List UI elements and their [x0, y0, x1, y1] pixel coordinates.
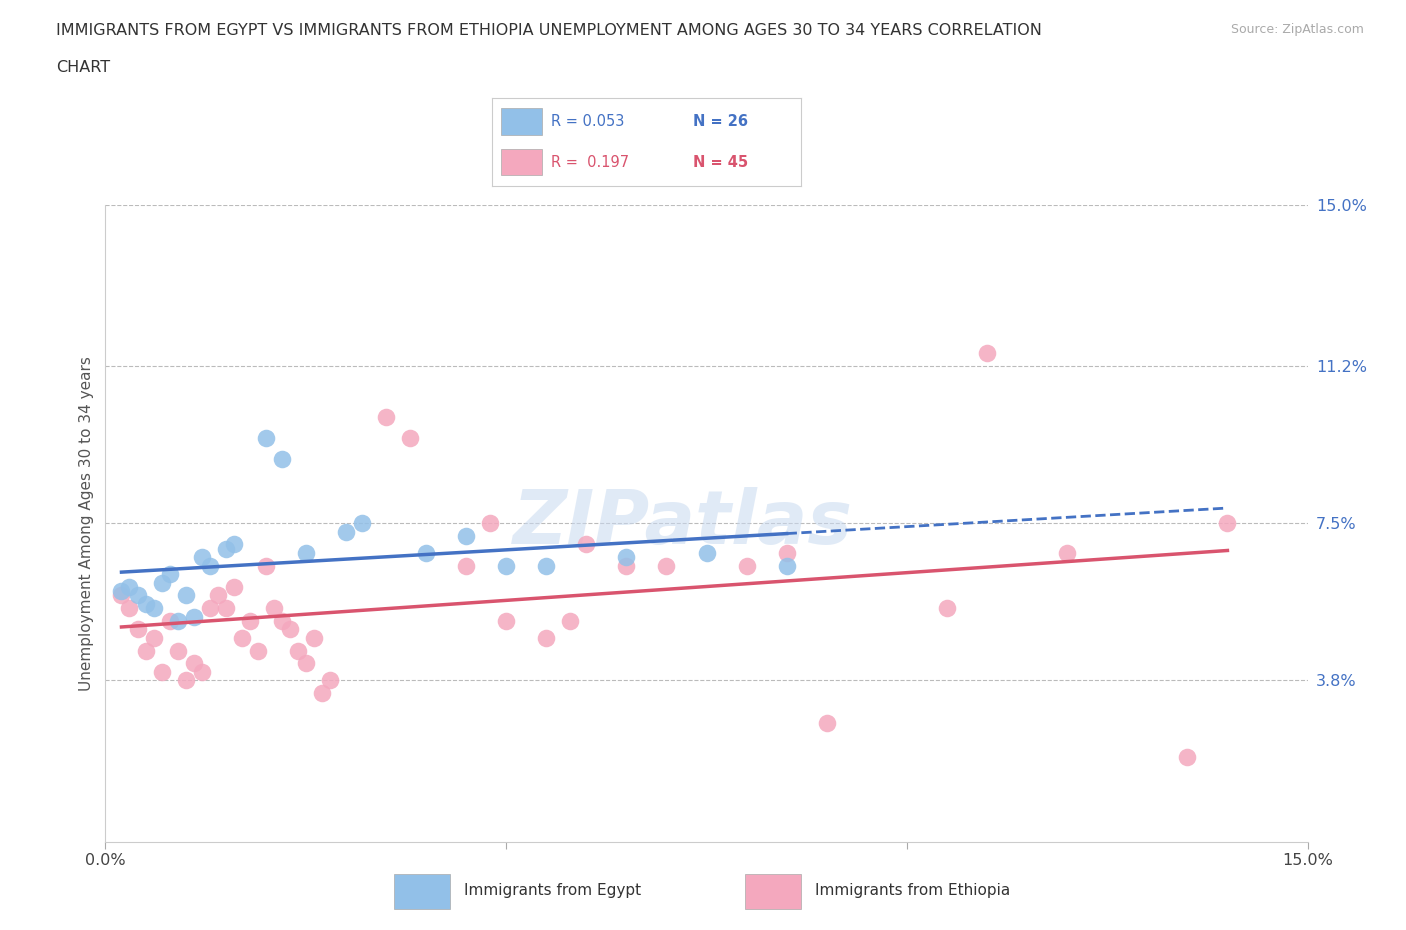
Point — [295, 656, 318, 671]
Point — [534, 631, 557, 645]
Point — [142, 601, 165, 616]
Point — [198, 601, 221, 616]
Point — [311, 685, 333, 700]
Point — [560, 614, 582, 629]
Text: IMMIGRANTS FROM EGYPT VS IMMIGRANTS FROM ETHIOPIA UNEMPLOYMENT AMONG AGES 30 TO : IMMIGRANTS FROM EGYPT VS IMMIGRANTS FROM… — [56, 23, 1042, 38]
Point — [479, 516, 502, 531]
Y-axis label: Unemployment Among Ages 30 to 34 years: Unemployment Among Ages 30 to 34 years — [79, 355, 94, 691]
Point — [159, 566, 181, 581]
Point — [335, 525, 357, 539]
Point — [696, 545, 718, 560]
Point — [735, 558, 758, 573]
Bar — [745, 873, 801, 909]
Point — [287, 644, 309, 658]
Text: CHART: CHART — [56, 60, 110, 75]
Point — [456, 558, 478, 573]
Point — [776, 545, 799, 560]
Point — [495, 614, 517, 629]
Point — [815, 715, 838, 730]
Point — [142, 631, 165, 645]
Point — [1216, 516, 1239, 531]
Point — [207, 588, 229, 603]
Point — [270, 452, 292, 467]
Point — [190, 550, 212, 565]
Point — [150, 575, 173, 590]
Text: Source: ZipAtlas.com: Source: ZipAtlas.com — [1230, 23, 1364, 36]
Point — [254, 431, 277, 445]
Point — [239, 614, 262, 629]
Point — [150, 664, 173, 679]
Point — [183, 656, 205, 671]
Point — [174, 588, 197, 603]
Point — [350, 516, 373, 531]
Point — [295, 545, 318, 560]
Point — [135, 644, 157, 658]
Point — [246, 644, 269, 658]
Point — [231, 631, 253, 645]
Point — [166, 644, 188, 658]
Text: Immigrants from Egypt: Immigrants from Egypt — [464, 883, 641, 898]
Text: R = 0.053: R = 0.053 — [551, 114, 624, 129]
Point — [159, 614, 181, 629]
Point — [302, 631, 325, 645]
Point — [776, 558, 799, 573]
Point — [166, 614, 188, 629]
Point — [1175, 750, 1198, 764]
Bar — [502, 149, 541, 176]
Point — [575, 537, 598, 551]
Text: N = 26: N = 26 — [693, 114, 748, 129]
Text: N = 45: N = 45 — [693, 154, 748, 169]
Point — [415, 545, 437, 560]
Point — [270, 614, 292, 629]
Point — [118, 601, 141, 616]
Point — [183, 609, 205, 624]
Point — [456, 528, 478, 543]
Point — [254, 558, 277, 573]
Point — [655, 558, 678, 573]
Point — [495, 558, 517, 573]
Point — [976, 346, 998, 361]
Point — [135, 596, 157, 611]
Text: R =  0.197: R = 0.197 — [551, 154, 628, 169]
Bar — [394, 873, 450, 909]
Bar — [502, 108, 541, 135]
Text: ZIPatlas: ZIPatlas — [512, 486, 852, 560]
Point — [198, 558, 221, 573]
Point — [399, 431, 422, 445]
Point — [319, 672, 342, 687]
Point — [222, 579, 245, 594]
Point — [127, 588, 149, 603]
Point — [936, 601, 959, 616]
Point — [1056, 545, 1078, 560]
Point — [110, 588, 132, 603]
Point — [110, 584, 132, 599]
Point — [214, 601, 236, 616]
Point — [616, 558, 638, 573]
Point — [118, 579, 141, 594]
Point — [190, 664, 212, 679]
Point — [214, 541, 236, 556]
Point — [174, 672, 197, 687]
Point — [534, 558, 557, 573]
Point — [278, 622, 301, 637]
Point — [127, 622, 149, 637]
Point — [263, 601, 285, 616]
Point — [616, 550, 638, 565]
Text: Immigrants from Ethiopia: Immigrants from Ethiopia — [815, 883, 1011, 898]
Point — [374, 409, 398, 424]
Point — [222, 537, 245, 551]
